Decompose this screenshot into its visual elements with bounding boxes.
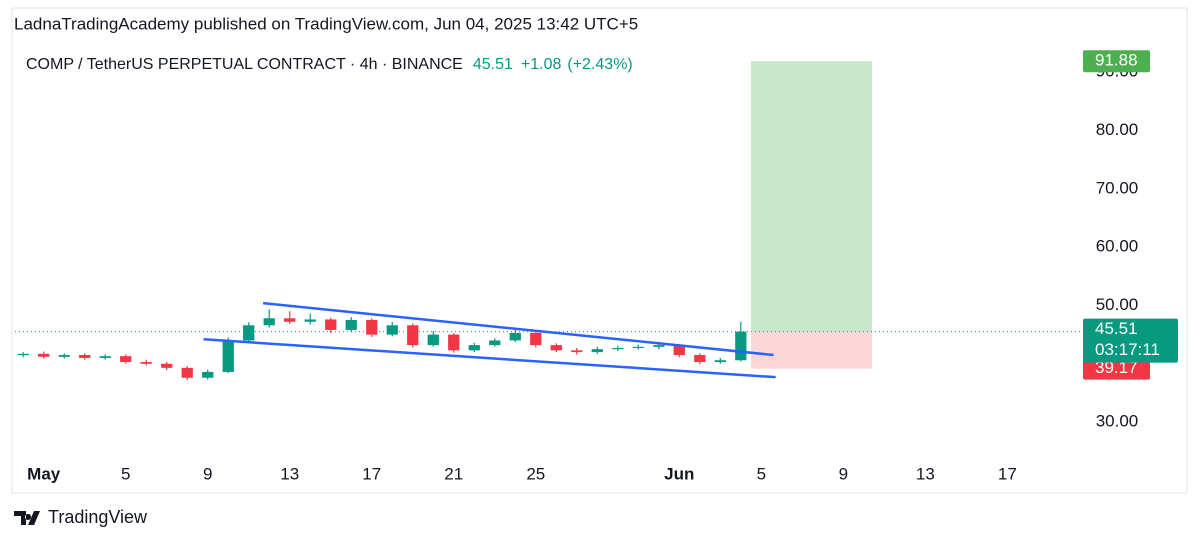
candle-body [427,334,439,346]
candle-body [632,346,644,349]
x-tick-label: 25 [526,464,545,483]
y-tick-label: 50.00 [1096,295,1139,314]
logo-icon [14,511,40,525]
candle-body [735,331,747,361]
y-tick-label: 70.00 [1096,178,1139,197]
candle-body [58,355,70,357]
candle-body [714,360,726,363]
candle-body [222,340,234,372]
candle-body [284,318,296,322]
candle-body [345,320,357,330]
symbol-line: COMP / TetherUS PERPETUAL CONTRACT · 4h … [26,56,633,73]
candle-body [181,367,193,378]
x-tick-label: 5 [121,464,130,483]
stop-badge [1083,357,1150,380]
candle-body [38,353,50,357]
y-tick-label: 60.00 [1096,237,1139,256]
candle-body [161,363,173,368]
candle-body [489,340,501,346]
candle-body [386,325,398,335]
price-badge [1083,318,1178,363]
y-tick-label: 30.00 [1096,412,1139,431]
candle-body [366,320,378,335]
candle-body [120,356,132,363]
candle-body [325,319,337,330]
trendline [262,301,774,357]
last-price: 45.51 [473,56,513,73]
countdown: 03:17:11 [1095,340,1160,359]
x-tick-label: 17 [998,464,1017,483]
candle-body [509,332,521,341]
target-badge [1083,50,1150,73]
stop-badge-label: 39.17 [1095,358,1138,377]
candle-body [550,345,562,351]
change: +1.08 [521,56,562,73]
logo: TradingView [14,507,148,527]
candle-body [263,318,275,326]
frame [11,7,1188,494]
candle-body [571,350,583,353]
candle-body [79,355,91,358]
candle-body [202,371,214,378]
candle-body [407,325,419,346]
candle-body [140,362,152,364]
candle-body [243,325,255,341]
x-tick-label: 9 [839,464,848,483]
trendline [203,338,776,379]
candle-body [304,319,316,322]
logo-text: TradingView [48,507,148,527]
x-tick-label: 5 [757,464,766,483]
target-badge-label: 91.88 [1095,51,1138,70]
candle-body [612,348,624,350]
candle-body [468,345,480,351]
y-tick-label: 80.00 [1096,120,1139,139]
candle-body [653,345,665,347]
candle-body [448,334,460,351]
candle-body [530,332,542,346]
x-tick-label: 13 [280,464,299,483]
x-tick-label: May [27,464,61,483]
candle-body [694,355,706,363]
symbol-title: COMP / TetherUS PERPETUAL CONTRACT · 4h … [26,56,463,73]
x-tick-label: 13 [916,464,935,483]
candle-body [673,345,685,356]
loss-zone [751,331,873,369]
publish-header: LadnaTradingAcademy published on Trading… [14,14,638,33]
x-tick-label: 9 [203,464,212,483]
candle-body [591,349,603,353]
profit-zone [751,61,873,332]
x-tick-label: 21 [444,464,463,483]
change-pct: (+2.43%) [567,56,632,73]
x-tick-label: 17 [362,464,381,483]
candle-body [99,356,111,358]
x-tick-label: Jun [664,464,694,483]
price-badge-label: 45.51 [1095,319,1138,338]
candle-body [17,353,29,356]
